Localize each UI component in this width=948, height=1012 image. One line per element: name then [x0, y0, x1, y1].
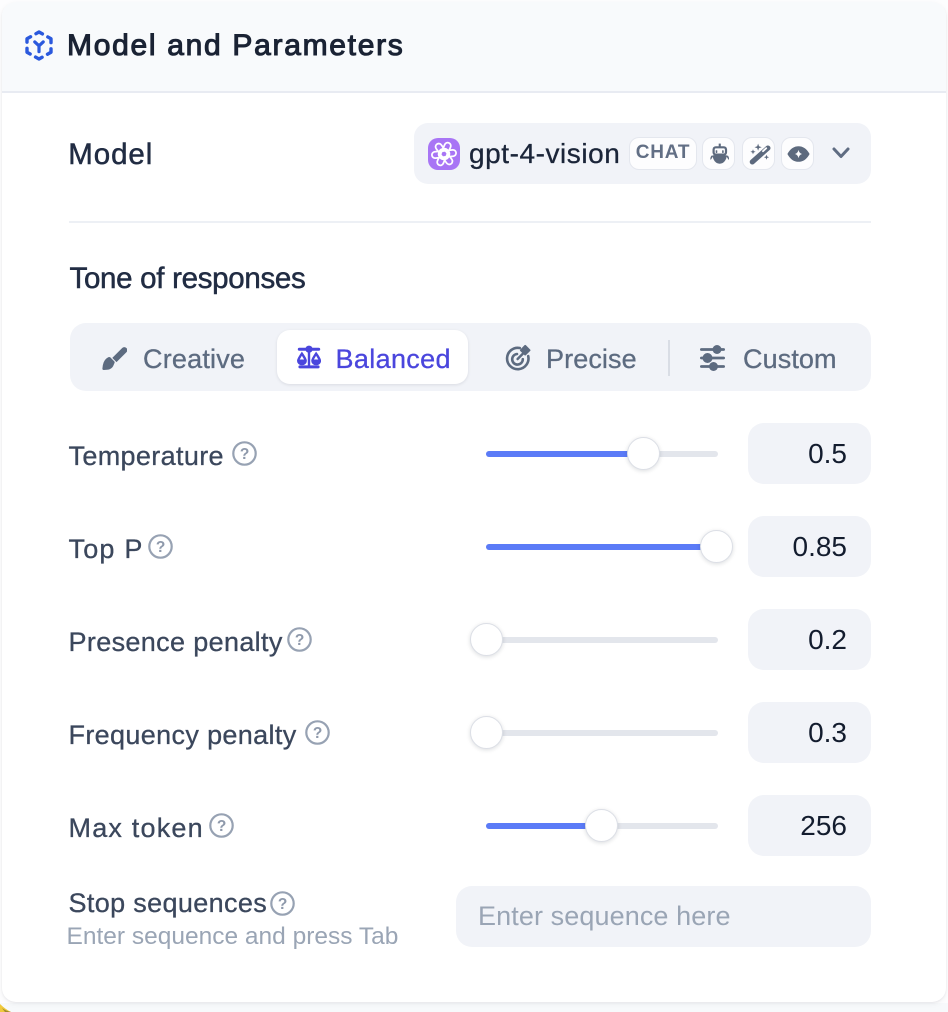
svg-text:?: ? — [239, 446, 248, 463]
svg-text:?: ? — [294, 632, 303, 649]
svg-text:?: ? — [217, 818, 226, 835]
svg-text:?: ? — [313, 725, 322, 742]
svg-text:?: ? — [278, 896, 287, 913]
svg-text:?: ? — [156, 539, 165, 556]
